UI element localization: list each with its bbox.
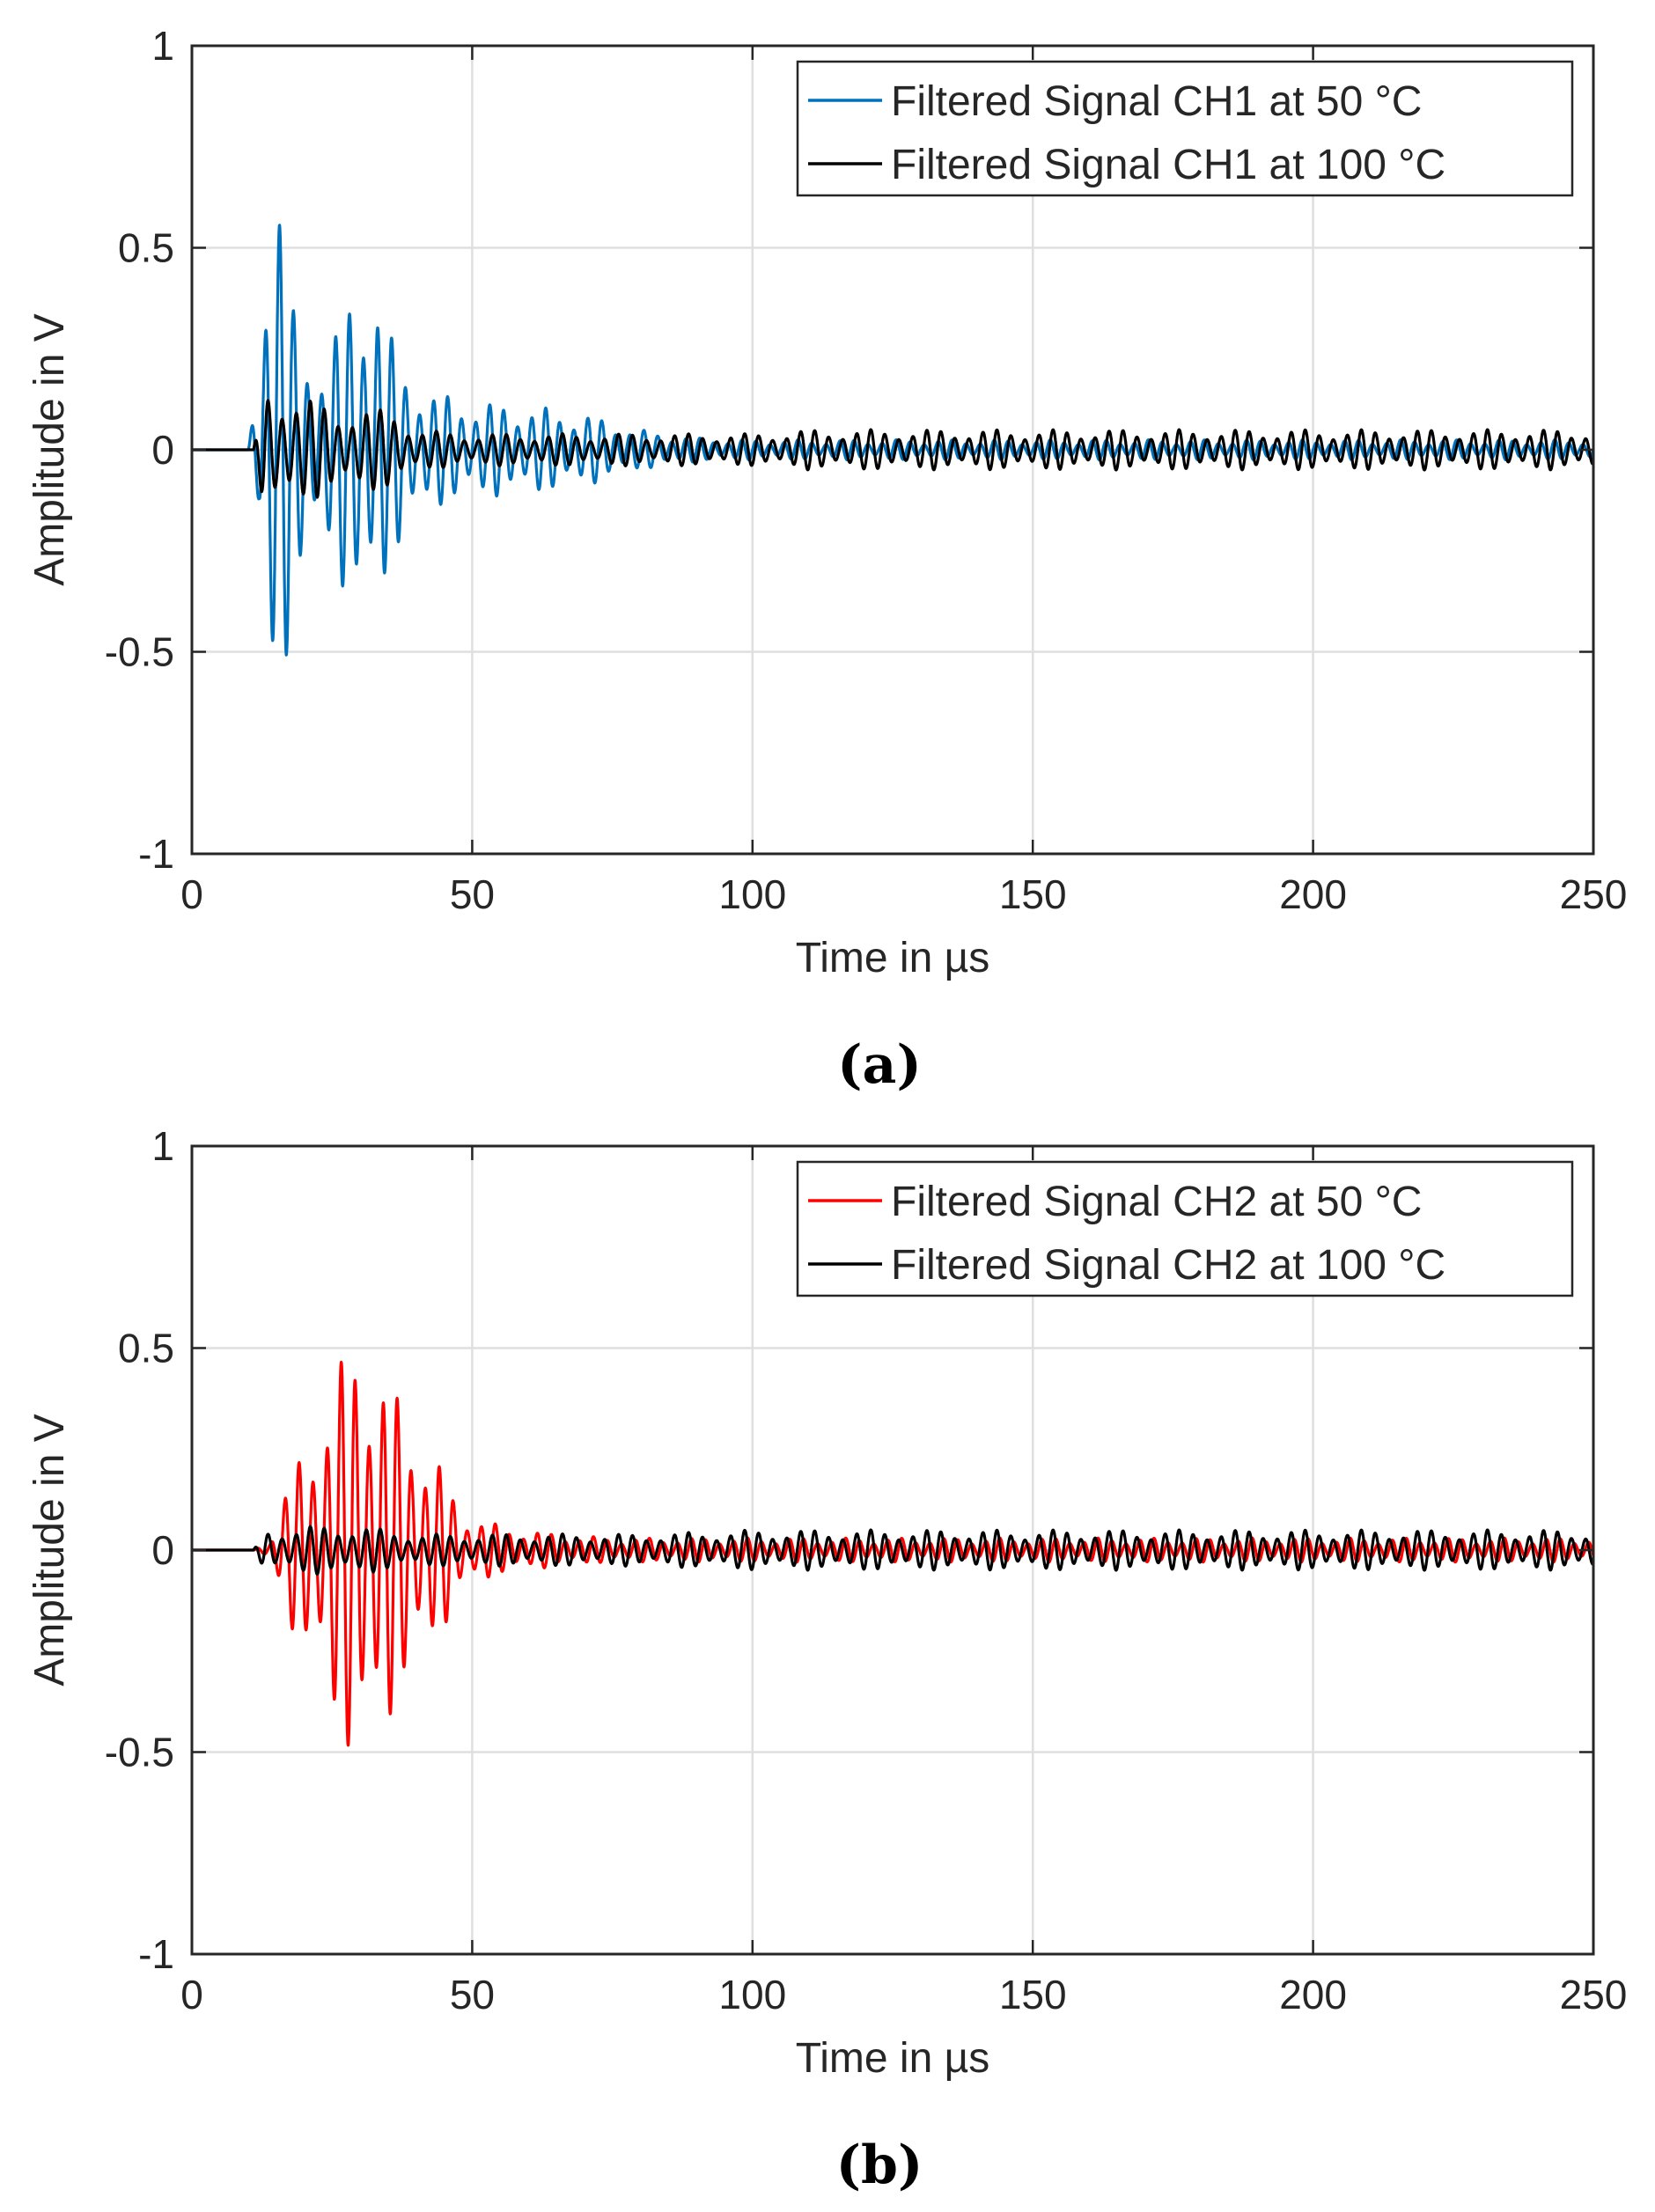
x-tick-label: 250 [1560,871,1628,917]
y-tick-label: 0.5 [118,225,174,271]
x-tick-label: 50 [450,1972,495,2017]
legend-entry-label: Filtered Signal CH2 at 100 °C [891,1242,1445,1289]
chart-panel-b: 0 50 100 150 200 250 -1 -0.5 0 0.5 1 Time in µs Ampl… [26,1123,1627,2196]
x-tick-label: 0 [180,1972,203,2017]
y-axis-label: Amplitude in V [26,1414,73,1687]
x-tick-label: 0 [180,871,203,917]
x-tick-label: 150 [999,1972,1067,2017]
x-tick-label: 50 [450,871,495,917]
x-axis-label: Time in µs [796,2035,990,2082]
y-tick-label: 0 [151,1527,174,1573]
series-line-100c [190,399,1595,499]
legend-entry-label: Filtered Signal CH1 at 50 °C [891,78,1422,125]
panel-caption: (a) [837,1034,922,1096]
chart-panel-a: 0 50 100 150 200 250 -1 -0.5 0 0.5 1 Time in µs Ampl… [26,23,1627,1096]
y-tick-label: 0.5 [118,1326,174,1371]
y-tick-label: -1 [138,831,174,877]
x-tick-label: 100 [718,871,786,917]
legend: Filtered Signal CH2 at 50 °C Filtered Sig… [796,1160,1574,1297]
x-tick-label: 150 [999,871,1067,917]
x-tick-label: 200 [1279,1972,1347,2017]
x-tick-label: 100 [718,1972,786,2017]
x-tick-label: 200 [1279,871,1347,917]
legend: Filtered Signal CH1 at 50 °C Filtered Sig… [796,60,1574,197]
y-tick-label: 0 [151,427,174,473]
x-tick-label: 250 [1560,1972,1628,2017]
y-tick-label: -1 [138,1931,174,1977]
x-axis-label: Time in µs [796,935,990,981]
y-tick-label: -0.5 [105,629,174,675]
legend-entry-label: Filtered Signal CH1 at 100 °C [891,142,1445,188]
legend-box [796,1160,1574,1297]
legend-box [796,60,1574,197]
y-axis-label: Amplitude in V [26,313,73,586]
panel-caption: (b) [836,2135,923,2196]
series-line-100c [190,1525,1595,1576]
legend-entry-label: Filtered Signal CH2 at 50 °C [891,1179,1422,1225]
y-tick-label: 1 [151,1123,174,1169]
y-tick-label: 1 [151,23,174,69]
y-tick-label: -0.5 [105,1730,174,1775]
